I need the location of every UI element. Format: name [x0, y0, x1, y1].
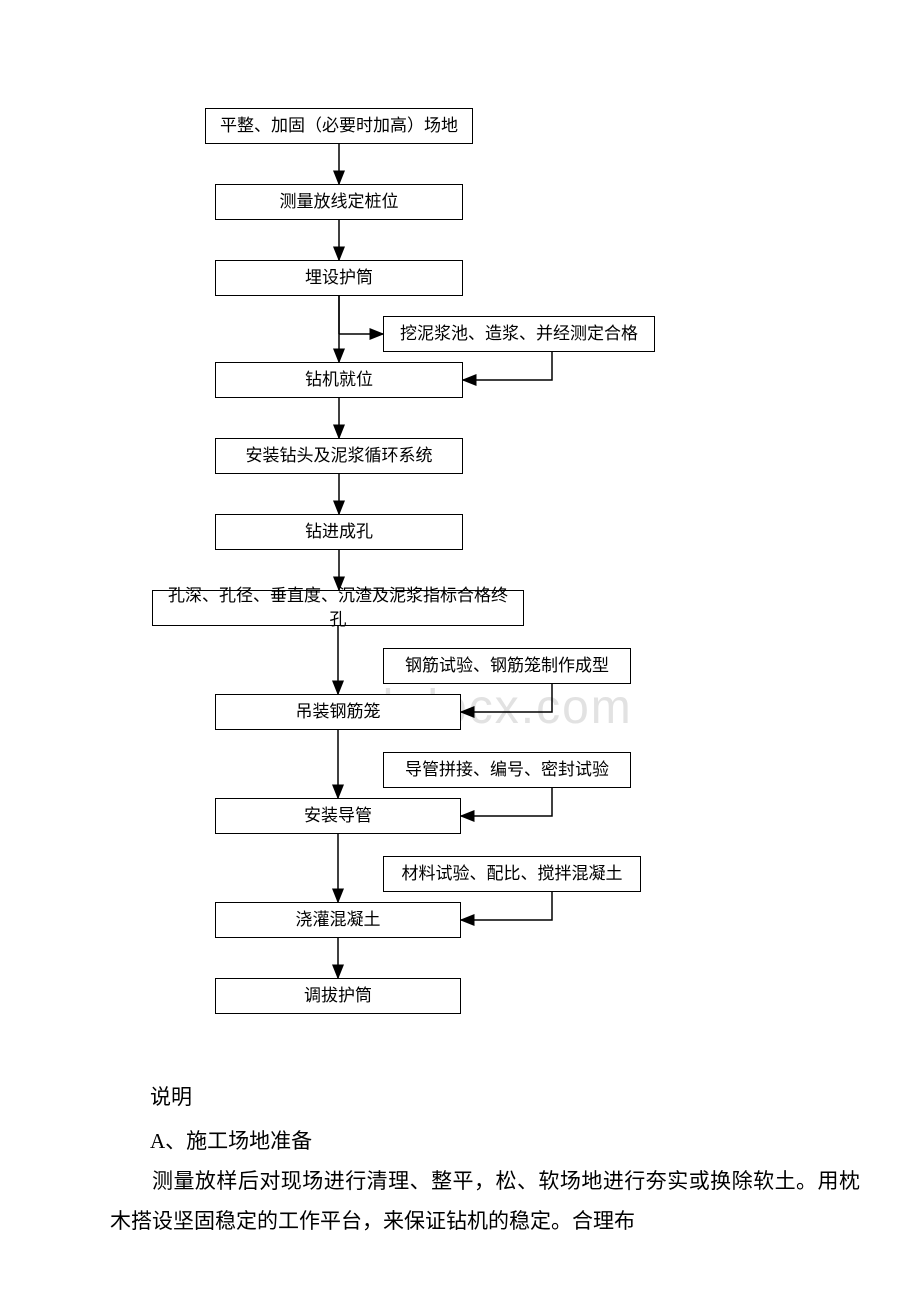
flowchart-node-n11: 调拔护筒	[215, 978, 461, 1014]
flowchart-node-n1: 平整、加固（必要时加高）场地	[205, 108, 473, 144]
section-heading-1: 说明	[150, 1078, 192, 1118]
page: www.bdocx.com 说明 A、施工场地准备 测量放样后对现场进行清理、整…	[0, 0, 920, 1302]
flowchart-node-n4: 钻机就位	[215, 362, 463, 398]
section-heading-2: A、施工场地准备	[150, 1122, 312, 1162]
flowchart-node-n8: 吊装钢筋笼	[215, 694, 461, 730]
flowchart-node-n3: 埋设护筒	[215, 260, 463, 296]
flowchart-node-s8: 钢筋试验、钢筋笼制作成型	[383, 648, 631, 684]
flowchart-node-s3: 挖泥浆池、造浆、并经测定合格	[383, 316, 655, 352]
flowchart-node-s10: 材料试验、配比、搅拌混凝土	[383, 856, 641, 892]
flowchart-node-n5: 安装钻头及泥浆循环系统	[215, 438, 463, 474]
flowchart-node-n6: 钻进成孔	[215, 514, 463, 550]
flowchart-node-n10: 浇灌混凝土	[215, 902, 461, 938]
flowchart-node-n9: 安装导管	[215, 798, 461, 834]
flowchart-node-n7: 孔深、孔径、垂直度、沉渣及泥浆指标合格终孔	[152, 590, 524, 626]
flowchart-node-n2: 测量放线定桩位	[215, 184, 463, 220]
flowchart-node-s9: 导管拼接、编号、密封试验	[383, 752, 631, 788]
body-paragraph: 测量放样后对现场进行清理、整平，松、软场地进行夯实或换除软土。用枕木搭设坚固稳定…	[110, 1162, 860, 1242]
